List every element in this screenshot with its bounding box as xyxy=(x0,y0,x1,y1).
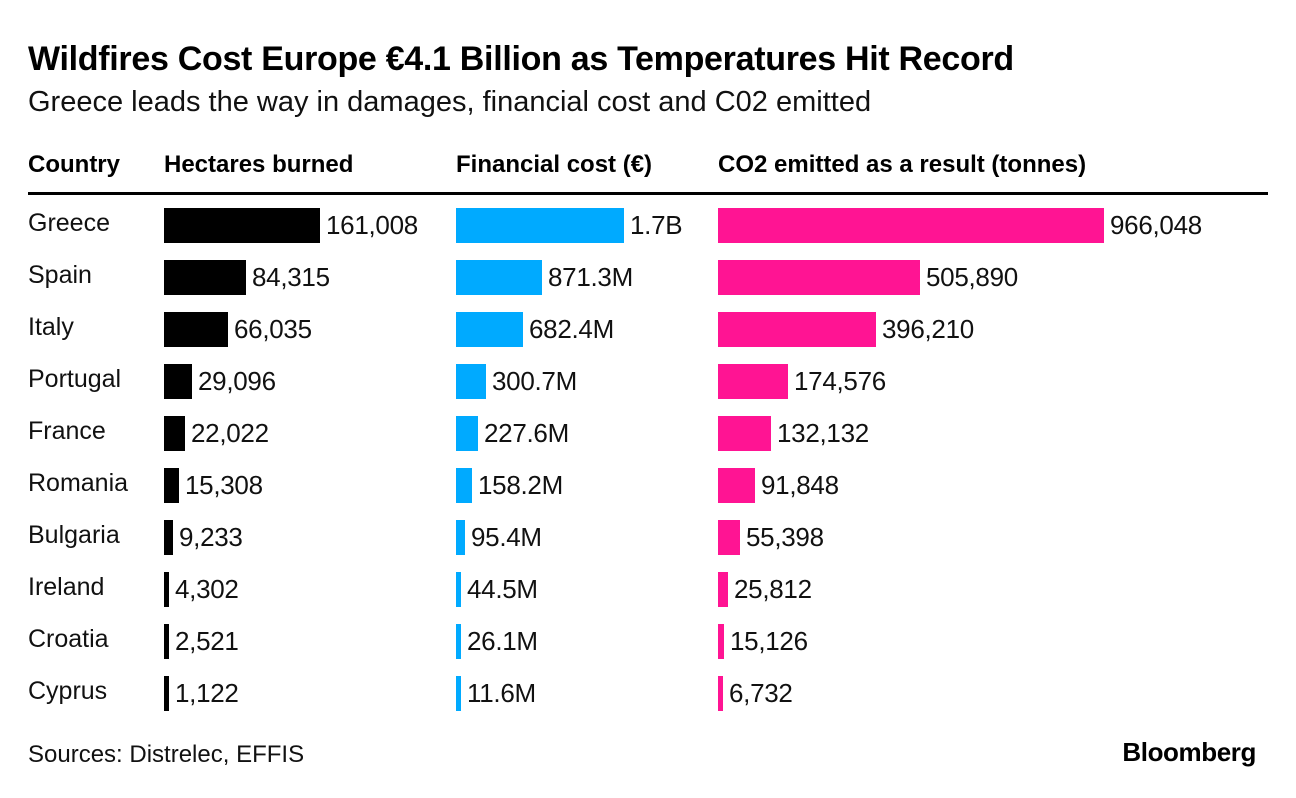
bar-hectares-portugal xyxy=(164,364,192,399)
value-label-financial-cost-spain: 871.3M xyxy=(548,262,633,292)
bar-financial-cost-italy xyxy=(456,312,523,347)
country-label-spain: Spain xyxy=(28,261,92,289)
value-label-financial-cost-bulgaria: 95.4M xyxy=(471,522,542,552)
bar-co2-greece xyxy=(718,208,1104,243)
bar-co2-cyprus xyxy=(718,676,723,711)
bar-co2-croatia xyxy=(718,624,724,659)
value-label-co2-france: 132,132 xyxy=(777,418,869,448)
bar-co2-romania xyxy=(718,468,755,503)
bar-financial-cost-bulgaria xyxy=(456,520,465,555)
column-header-co2: CO2 emitted as a result (tonnes) xyxy=(718,151,1087,178)
country-label-croatia: Croatia xyxy=(28,625,109,653)
column-header-hectares: Hectares burned xyxy=(164,151,354,178)
bar-hectares-cyprus xyxy=(164,676,169,711)
value-label-co2-greece: 966,048 xyxy=(1110,210,1202,240)
header-rule xyxy=(28,192,1268,195)
value-label-financial-cost-croatia: 26.1M xyxy=(467,626,538,656)
value-label-financial-cost-france: 227.6M xyxy=(484,418,569,448)
value-label-financial-cost-romania: 158.2M xyxy=(478,470,563,500)
bar-financial-cost-greece xyxy=(456,208,624,243)
bar-co2-spain xyxy=(718,260,920,295)
bar-co2-ireland xyxy=(718,572,728,607)
value-label-co2-spain: 505,890 xyxy=(926,262,1018,292)
country-label-cyprus: Cyprus xyxy=(28,677,108,705)
value-label-hectares-portugal: 29,096 xyxy=(198,366,276,396)
bar-hectares-croatia xyxy=(164,624,169,659)
value-label-hectares-croatia: 2,521 xyxy=(175,626,239,656)
value-label-hectares-romania: 15,308 xyxy=(185,470,263,500)
bar-hectares-france xyxy=(164,416,185,451)
bar-financial-cost-romania xyxy=(456,468,472,503)
bar-co2-france xyxy=(718,416,771,451)
country-label-france: France xyxy=(28,417,106,445)
bar-hectares-greece xyxy=(164,208,320,243)
bar-hectares-ireland xyxy=(164,572,169,607)
bar-financial-cost-portugal xyxy=(456,364,486,399)
bar-financial-cost-france xyxy=(456,416,478,451)
column-header-country: Country xyxy=(28,151,120,178)
value-label-hectares-cyprus: 1,122 xyxy=(175,678,239,708)
country-label-bulgaria: Bulgaria xyxy=(28,521,120,549)
value-label-co2-croatia: 15,126 xyxy=(730,626,808,656)
country-label-portugal: Portugal xyxy=(28,365,122,393)
bar-financial-cost-spain xyxy=(456,260,542,295)
chart-title: Wildfires Cost Europe €4.1 Billion as Te… xyxy=(28,40,1014,78)
value-label-hectares-ireland: 4,302 xyxy=(175,574,239,604)
chart-subtitle: Greece leads the way in damages, financi… xyxy=(28,86,872,118)
bar-financial-cost-cyprus xyxy=(456,676,461,711)
bloomberg-logo: Bloomberg xyxy=(1122,737,1256,767)
value-label-hectares-italy: 66,035 xyxy=(234,314,312,344)
value-label-co2-ireland: 25,812 xyxy=(734,574,812,604)
source-note: Sources: Distrelec, EFFIS xyxy=(28,741,305,768)
value-label-financial-cost-ireland: 44.5M xyxy=(467,574,538,604)
bar-financial-cost-croatia xyxy=(456,624,461,659)
country-label-romania: Romania xyxy=(28,469,129,497)
bar-co2-portugal xyxy=(718,364,788,399)
value-label-hectares-spain: 84,315 xyxy=(252,262,330,292)
value-label-co2-bulgaria: 55,398 xyxy=(746,522,824,552)
value-label-hectares-bulgaria: 9,233 xyxy=(179,522,243,552)
bar-hectares-spain xyxy=(164,260,246,295)
value-label-co2-romania: 91,848 xyxy=(761,470,839,500)
country-label-greece: Greece xyxy=(28,209,110,237)
value-label-financial-cost-cyprus: 11.6M xyxy=(467,678,536,708)
bar-hectares-italy xyxy=(164,312,228,347)
value-label-hectares-france: 22,022 xyxy=(191,418,269,448)
bar-financial-cost-ireland xyxy=(456,572,461,607)
value-label-hectares-greece: 161,008 xyxy=(326,210,418,240)
bar-co2-bulgaria xyxy=(718,520,740,555)
bar-hectares-bulgaria xyxy=(164,520,173,555)
value-label-co2-cyprus: 6,732 xyxy=(729,678,793,708)
country-label-ireland: Ireland xyxy=(28,573,105,601)
value-label-financial-cost-portugal: 300.7M xyxy=(492,366,577,396)
value-label-co2-italy: 396,210 xyxy=(882,314,974,344)
bar-co2-italy xyxy=(718,312,876,347)
value-label-financial-cost-italy: 682.4M xyxy=(529,314,614,344)
value-label-co2-portugal: 174,576 xyxy=(794,366,886,396)
column-header-financial-cost: Financial cost (€) xyxy=(456,151,653,178)
country-label-italy: Italy xyxy=(28,313,74,341)
bar-hectares-romania xyxy=(164,468,179,503)
value-label-financial-cost-greece: 1.7B xyxy=(630,210,683,240)
